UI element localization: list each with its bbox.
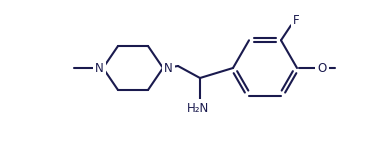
- Text: N: N: [164, 61, 172, 75]
- Text: O: O: [317, 61, 326, 75]
- Text: H₂N: H₂N: [187, 102, 209, 114]
- Text: F: F: [293, 14, 299, 27]
- Text: N: N: [95, 61, 103, 75]
